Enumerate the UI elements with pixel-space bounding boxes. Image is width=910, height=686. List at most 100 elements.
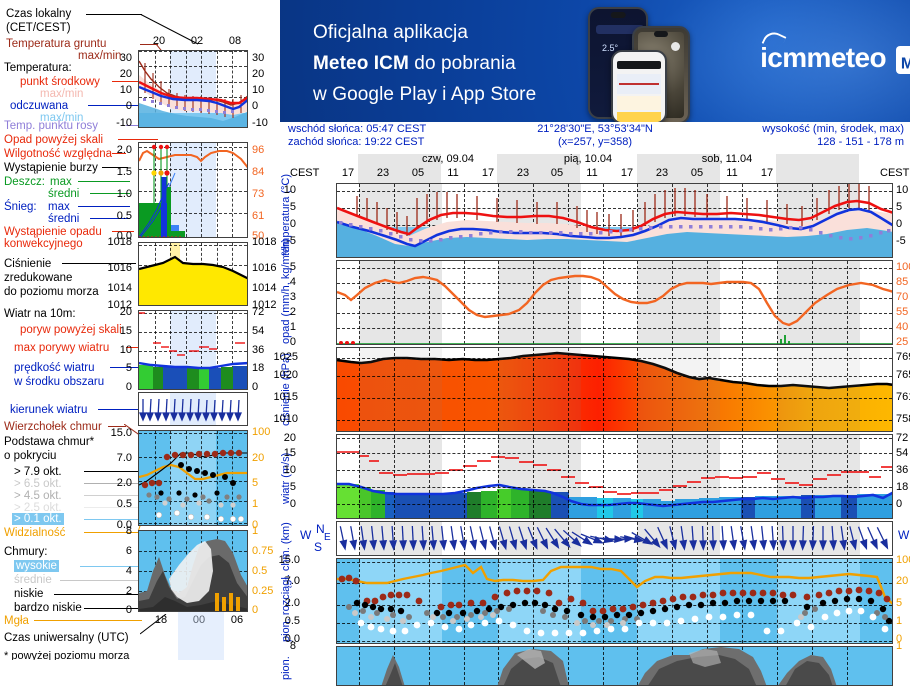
ylabel-cloudcover: pion. <box>280 650 306 686</box>
chart-clouds-visibility[interactable] <box>336 558 893 644</box>
leader-snow-max <box>78 206 130 207</box>
wind-tick-0: 0 <box>268 498 296 510</box>
mini-temp-rtick-10: 10 <box>252 84 264 96</box>
app-promo-banner[interactable]: Oficjalna aplikacja Meteo ICM do pobrani… <box>280 0 910 122</box>
mini-humid-tick-10: 1.0 <box>100 188 132 200</box>
compass-w-right: W <box>898 528 909 542</box>
temp-rtick-5: 5 <box>896 201 902 213</box>
legend-dewpoint: Temp. punktu rosy <box>4 120 98 132</box>
humid-rtick-100: 100 <box>896 261 910 273</box>
altitude-value: 128 - 151 - 178 m <box>762 136 904 149</box>
day-label-2: pią, 10.04 <box>546 153 630 165</box>
phone-chart-precip <box>617 96 661 110</box>
hour-tick-3: 11 <box>442 167 464 179</box>
press-rtick-765: 765 <box>896 369 910 381</box>
mini-humid-rtick-96: 96 <box>252 144 264 156</box>
banner-app-name: Meteo ICM <box>313 53 409 74</box>
mini-cloud-tick-70: 7.0 <box>100 452 132 464</box>
legend-humidity: Wilgotność względna <box>4 148 112 160</box>
chart-temperature[interactable] <box>336 183 893 258</box>
legend-fog: Mgła <box>4 615 29 627</box>
mini-bhour-18: 18 <box>150 614 172 626</box>
humid-rtick-70: 70 <box>896 291 908 303</box>
temperature-plot <box>337 184 893 258</box>
mini-cover-tick-4: 4 <box>108 565 132 577</box>
legend-snow: Śnieg: <box>4 201 37 213</box>
chart-precip-humidity[interactable] <box>336 260 893 345</box>
mini-press-tick-1018: 1018 <box>94 236 132 248</box>
mini-hour-08: 08 <box>224 35 246 47</box>
mini-cover-tick-2: 2 <box>108 585 132 597</box>
hour-tick-2: 05 <box>407 167 429 179</box>
hour-tick-7: 11 <box>581 167 603 179</box>
mini-temp-rtick-m10: -10 <box>252 117 268 129</box>
precip-tick-4: 4 <box>268 276 296 288</box>
mini-press-tick-1014: 1014 <box>94 282 132 294</box>
legend-cl-low: niskie <box>14 588 43 600</box>
hour-tick-11: 11 <box>721 167 743 179</box>
mini-cloud-plot <box>139 431 248 526</box>
leader-okt-79 <box>84 471 138 472</box>
legend-storm: Wystąpienie burzy <box>4 162 98 174</box>
mini-wind-tick-5: 5 <box>108 362 132 374</box>
chart-wind[interactable] <box>336 434 893 519</box>
leader-okt-45 <box>84 495 138 496</box>
mini-humid-tick-15: 1.5 <box>100 166 132 178</box>
cloud-cover-plot <box>337 647 893 686</box>
legend-cloud-base-1: Podstawa chmur* <box>4 436 94 448</box>
mini-cloud-tick-05: 0.5 <box>100 498 132 510</box>
wind-tick-20: 20 <box>268 432 296 444</box>
banner-line-2-rest: do pobrania <box>409 53 516 74</box>
mini-cover-rtick-05: 0.5 <box>252 565 267 577</box>
hour-tick-4: 17 <box>477 167 499 179</box>
legend-okt-01: > 0.1 okt. <box>12 513 64 525</box>
leader-precip-over <box>118 139 158 140</box>
compass-e-left: E <box>324 532 331 543</box>
press-tick-1010: 1010 <box>254 413 298 425</box>
mini-temp-plot <box>139 51 248 128</box>
mini-chart-clouds <box>138 430 248 526</box>
mini-cover-rtick-0: 0 <box>252 604 258 616</box>
leader-wind-dir <box>98 409 140 410</box>
chart-wind-direction[interactable] <box>336 521 893 556</box>
mini-cover-rtick-1: 1 <box>252 525 258 537</box>
mini-chart-humidity <box>138 142 248 238</box>
precip-tick-3: 3 <box>268 291 296 303</box>
precip-tick-1: 1 <box>268 321 296 333</box>
mini-cover-tick-0: 0 <box>108 604 132 616</box>
legend-wind10: Wiatr na 10m: <box>4 308 76 320</box>
wind-rtick-36: 36 <box>896 464 908 476</box>
hour-tick-6: 05 <box>546 167 568 179</box>
legend-local-time: Czas lokalny <box>6 8 71 20</box>
mini-wind-tick-20: 20 <box>108 306 132 318</box>
vis-rtick-1: 1 <box>896 615 902 627</box>
press-tick-1020: 1020 <box>254 369 298 381</box>
precip-tick-2: 2 <box>268 306 296 318</box>
phone-header-bar <box>617 61 661 69</box>
legend-footnote: * powyżej poziomu morza <box>4 650 129 660</box>
mini-cloud-rtick-1: 1 <box>252 498 258 510</box>
legend-temp-felt: odczuwana <box>10 100 68 112</box>
chart-pressure[interactable] <box>336 347 893 432</box>
mini-temp-tick-20: 20 <box>104 68 132 80</box>
mini-cloud-rtick-5: 5 <box>252 477 258 489</box>
cloud-tick-150: 15.0 <box>266 554 300 566</box>
mini-pressure-plot <box>139 243 248 306</box>
leader-rain-max <box>78 181 130 182</box>
banner-line-1: Oficjalna aplikacja <box>313 17 536 48</box>
mini-wind-rtick-72: 72 <box>252 306 264 318</box>
map-pin-icon <box>671 42 680 51</box>
mini-hour-02: 02 <box>186 35 208 47</box>
legend-temperature: Temperatura: <box>4 62 72 74</box>
mini-cover-tick-8: 8 <box>108 525 132 537</box>
mini-humidity-plot <box>139 143 248 238</box>
mini-wind-tick-15: 15 <box>108 325 132 337</box>
humid-rtick-85: 85 <box>896 276 908 288</box>
chart-cloud-cover[interactable] <box>336 646 893 686</box>
press-rtick-758: 758 <box>896 413 910 425</box>
legend-pressure-2: zredukowane <box>4 272 72 284</box>
legend-cl-vlow: bardzo niskie <box>14 602 82 614</box>
legend-wind-speed-2: w środku obszaru <box>14 376 104 388</box>
hour-tick-1: 23 <box>372 167 394 179</box>
night-shade-4 <box>776 154 859 183</box>
